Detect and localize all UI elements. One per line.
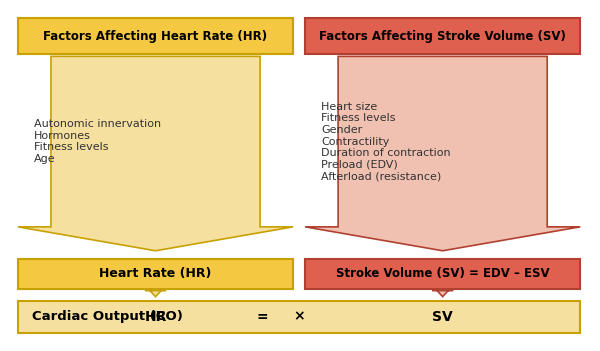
Text: =: = (257, 310, 268, 324)
FancyBboxPatch shape (18, 300, 580, 332)
Polygon shape (305, 57, 580, 251)
Text: ×: × (293, 310, 305, 324)
Text: Heart size
Fitness levels
Gender
Contractility
Duration of contraction
Preload (: Heart size Fitness levels Gender Contrac… (321, 102, 451, 181)
FancyBboxPatch shape (18, 19, 293, 54)
Polygon shape (18, 57, 293, 251)
Text: HR: HR (145, 310, 167, 324)
Polygon shape (430, 283, 455, 297)
Text: Factors Affecting Stroke Volume (SV): Factors Affecting Stroke Volume (SV) (319, 30, 566, 43)
FancyBboxPatch shape (305, 19, 580, 54)
Text: Autonomic innervation
Hormones
Fitness levels
Age: Autonomic innervation Hormones Fitness l… (34, 119, 161, 164)
FancyBboxPatch shape (18, 259, 293, 289)
Text: SV: SV (432, 310, 453, 324)
Polygon shape (143, 283, 169, 297)
Text: Stroke Volume (SV) = EDV – ESV: Stroke Volume (SV) = EDV – ESV (336, 267, 550, 280)
Text: Factors Affecting Heart Rate (HR): Factors Affecting Heart Rate (HR) (43, 30, 268, 43)
Text: Cardiac Output (CO): Cardiac Output (CO) (32, 310, 183, 323)
FancyBboxPatch shape (305, 259, 580, 289)
Text: Heart Rate (HR): Heart Rate (HR) (100, 267, 212, 280)
